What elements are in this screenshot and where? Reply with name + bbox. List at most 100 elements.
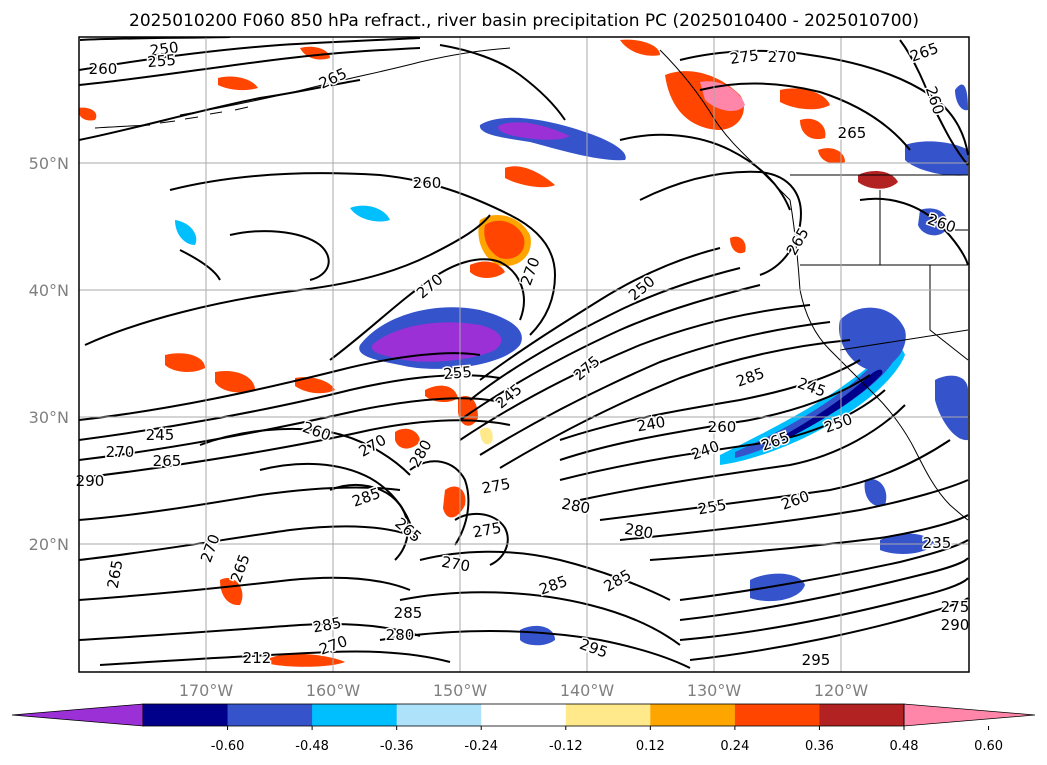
colorbar-cell bbox=[819, 704, 905, 726]
contour-line bbox=[679, 557, 969, 621]
contour-label: 245 bbox=[146, 426, 175, 444]
neg-anomaly-region bbox=[905, 141, 968, 176]
contour-line bbox=[689, 597, 969, 661]
contour-line bbox=[559, 374, 871, 461]
colorbar-cell bbox=[481, 704, 567, 726]
neg-anomaly-region bbox=[735, 357, 893, 458]
contour-line bbox=[859, 197, 969, 266]
contour-line bbox=[259, 462, 416, 541]
pos-anomaly-region bbox=[215, 370, 255, 393]
colorbar-ticks: -0.60 -0.48 -0.36 -0.24 -0.12 0.12 0.24 0.36 0.4… bbox=[211, 726, 1003, 754]
contour-line bbox=[79, 576, 411, 601]
contour-line bbox=[454, 512, 509, 566]
pos-anomaly-region bbox=[218, 76, 258, 91]
contour-line bbox=[559, 359, 861, 441]
pos-anomaly-region bbox=[800, 118, 826, 140]
colorbar-extension-low bbox=[11, 703, 144, 727]
contour-line bbox=[79, 352, 481, 421]
colorbar-cell bbox=[396, 704, 482, 726]
colorbar-tick-label: 0.60 bbox=[974, 739, 1003, 754]
colorbar: -0.60 -0.48 -0.36 -0.24 -0.12 0.12 0.24 0.36 0.4… bbox=[11, 703, 1036, 754]
contour-line bbox=[79, 79, 361, 141]
lon-label-140W: 140°W bbox=[560, 681, 615, 700]
contour-line bbox=[469, 267, 741, 401]
colorbar-cell bbox=[734, 704, 820, 726]
contour-line bbox=[199, 427, 411, 476]
us-west-coast bbox=[789, 199, 969, 521]
chart-title: 2025010200 F060 850 hPa refract., river … bbox=[129, 11, 919, 31]
contour-line bbox=[599, 439, 951, 521]
pos-anomaly-region bbox=[300, 46, 330, 60]
contour-label: 275 bbox=[941, 598, 970, 616]
contour-label: 260 bbox=[413, 174, 442, 192]
lon-label-170W: 170°W bbox=[179, 681, 234, 700]
pos-anomaly-region bbox=[165, 353, 205, 372]
neg-anomaly-region bbox=[371, 322, 502, 362]
contour-label: 260 bbox=[708, 418, 737, 436]
colorbar-outline bbox=[142, 703, 905, 727]
pos-anomaly-region bbox=[480, 427, 493, 445]
neg-anomaly-region bbox=[955, 84, 968, 111]
neg-anomaly-region bbox=[350, 205, 390, 222]
colorbar-cell bbox=[565, 704, 651, 726]
contour-label: 280 bbox=[386, 626, 415, 644]
contour-label: 275 bbox=[480, 475, 511, 498]
contour-line bbox=[79, 486, 401, 521]
contour-label: 270 bbox=[768, 48, 797, 66]
contour-line bbox=[379, 630, 691, 669]
contour-line bbox=[899, 39, 969, 166]
contour-line bbox=[419, 550, 671, 601]
pos-anomaly-region bbox=[395, 428, 420, 449]
lat-label-40N: 40°N bbox=[29, 281, 69, 300]
contour-line bbox=[79, 525, 411, 561]
contour-label: 285 bbox=[394, 604, 423, 622]
colorbar-cell bbox=[227, 704, 313, 726]
lon-label-120W: 120°W bbox=[814, 681, 869, 700]
pos-anomaly-region bbox=[295, 377, 335, 394]
contour-label: 270 bbox=[106, 443, 135, 461]
contour-line bbox=[699, 82, 911, 151]
pos-anomaly-region bbox=[818, 148, 845, 164]
contour-label: 265 bbox=[838, 124, 867, 142]
state-border bbox=[929, 265, 969, 361]
lat-label-20N: 20°N bbox=[29, 535, 69, 554]
neg-anomaly-region bbox=[520, 625, 555, 646]
neg-anomaly-region bbox=[175, 220, 197, 245]
map-background bbox=[79, 37, 969, 672]
contour-label: 250 bbox=[149, 38, 180, 60]
lon-label-160W: 160°W bbox=[306, 681, 361, 700]
colorbar-cell bbox=[143, 704, 229, 726]
contour-label: 290 bbox=[941, 616, 970, 634]
pos-anomaly-region bbox=[505, 166, 555, 188]
contour-label: 295 bbox=[802, 651, 831, 669]
contour-line bbox=[559, 389, 886, 481]
lat-label-50N: 50°N bbox=[29, 154, 69, 173]
contour-line bbox=[99, 650, 451, 666]
colorbar-tick-label: 0.24 bbox=[720, 739, 749, 754]
contour-line bbox=[409, 460, 470, 546]
contour-line bbox=[79, 623, 421, 641]
pos-anomaly-region bbox=[700, 81, 745, 112]
lat-label-30N: 30°N bbox=[29, 408, 69, 427]
colorbar-cell bbox=[650, 704, 736, 726]
contour-line bbox=[499, 339, 851, 469]
contour-line bbox=[169, 172, 557, 336]
shading-layer bbox=[79, 39, 968, 667]
contour-line bbox=[79, 37, 421, 71]
neg-anomaly-region bbox=[750, 573, 805, 602]
colorbar-cell bbox=[312, 704, 398, 726]
neg-anomaly-region bbox=[935, 375, 968, 441]
pos-anomaly-region bbox=[270, 653, 345, 667]
colorbar-cells bbox=[11, 703, 1036, 727]
colorbar-tick-label: -0.12 bbox=[549, 739, 583, 754]
contour-label: 255 bbox=[443, 363, 473, 383]
neg-anomaly-region bbox=[839, 307, 906, 371]
contour-line bbox=[649, 514, 969, 561]
contour-line bbox=[84, 214, 491, 346]
colorbar-tick-label: -0.24 bbox=[464, 739, 498, 754]
contour-line bbox=[679, 539, 969, 601]
contour-line bbox=[229, 230, 330, 281]
contour-label: 235 bbox=[923, 534, 952, 552]
contour-line bbox=[79, 397, 501, 461]
contour-line bbox=[399, 591, 681, 646]
